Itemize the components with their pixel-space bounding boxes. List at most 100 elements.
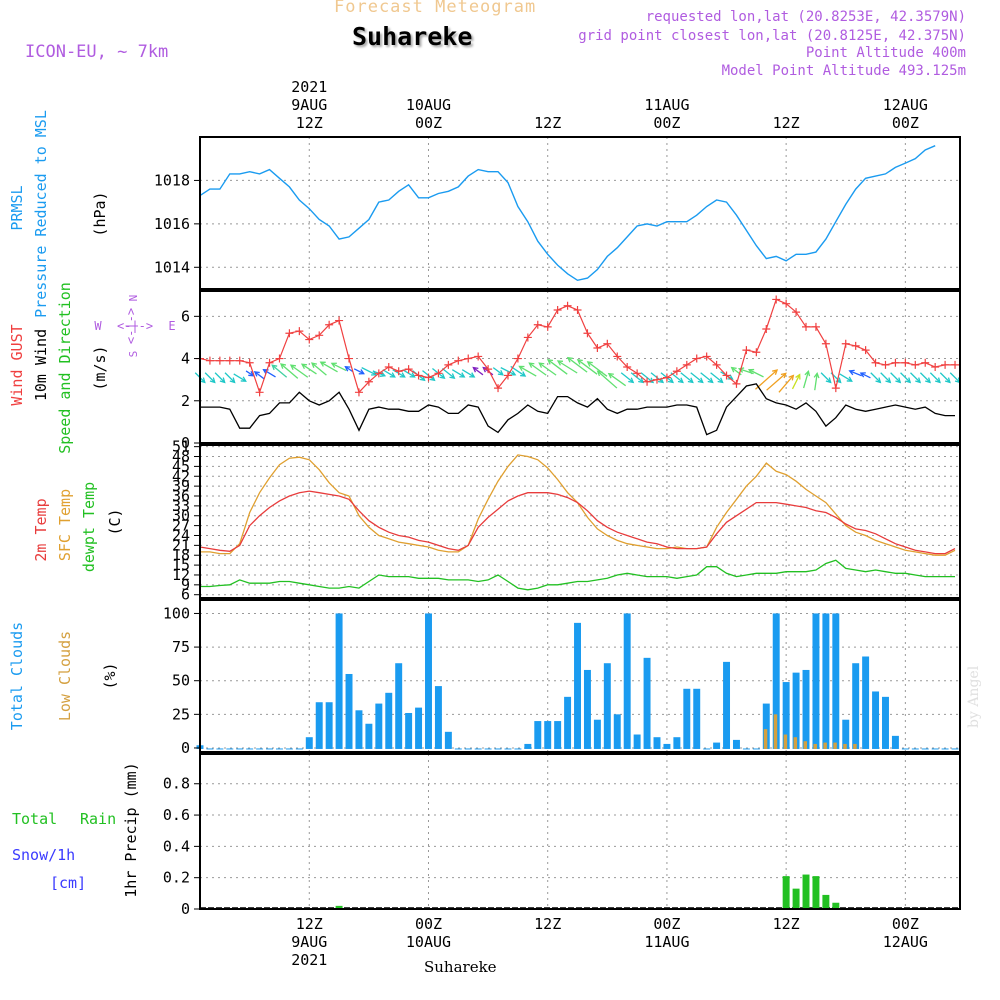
total-cloud-bar	[355, 710, 363, 749]
wind-arrow-head	[518, 365, 525, 372]
wind-gust-marker	[424, 373, 433, 382]
total-cloud-bar	[713, 742, 721, 749]
wind-direction-arrow	[910, 372, 921, 383]
total-cloud-bar	[842, 719, 850, 749]
wind-arrow-head	[566, 356, 573, 363]
wind-gust-marker	[613, 352, 622, 361]
precip-units: 1hr Precip (mm)	[122, 762, 140, 897]
wind-direction-arrow	[755, 369, 778, 390]
wind-arrow-head	[780, 372, 787, 379]
y-tick-label: 30	[172, 507, 190, 525]
y-tick-label: 2	[181, 392, 190, 410]
total-cloud-bar	[772, 613, 780, 749]
wind-arrow-head	[944, 377, 951, 384]
y-tick-label: 0	[181, 739, 190, 757]
bottom-time-label: 12Z	[534, 915, 561, 933]
wind-direction-arrow	[791, 374, 801, 390]
total-cloud-bar	[524, 743, 532, 749]
wind-gust-marker	[821, 339, 830, 348]
wind-direction-arrow	[839, 373, 853, 382]
wind-direction-arrow	[402, 369, 415, 378]
wind-direction-arrow	[849, 370, 862, 377]
wind-arrow-head	[556, 360, 564, 366]
low-cloud-bar	[763, 729, 768, 749]
y-tick-label: 15	[172, 556, 190, 574]
location-title: Suhareke	[352, 22, 473, 51]
wind-direction-arrow	[382, 369, 396, 378]
wind-arrow-head	[788, 374, 795, 381]
wind-arrow-head	[199, 377, 206, 384]
total-cloud-bar	[663, 743, 671, 749]
wind-gust-marker	[384, 363, 393, 371]
footer-location: Suhareke	[424, 958, 497, 976]
rain-bar	[782, 876, 790, 909]
wind-arrow-head	[469, 372, 476, 378]
wind-arrow-head	[707, 377, 714, 384]
clouds-units: (%)	[101, 662, 119, 689]
total-cloud-bar	[365, 723, 373, 749]
wind-gust-label: Wind GUST	[8, 324, 26, 405]
y-tick-label: 51	[172, 438, 190, 456]
wind-gust-marker	[911, 360, 920, 369]
panel-frame-temperature	[199, 444, 961, 599]
wind-gust-marker	[881, 360, 890, 369]
wind-direction-arrow	[820, 372, 832, 383]
wind-direction-arrow	[870, 372, 881, 383]
y-tick-label: 25	[172, 705, 190, 723]
total-cloud-bar	[643, 657, 651, 749]
forecast-meteogram-title: Forecast Meteogram	[334, 0, 537, 17]
total-cloud-bar	[325, 702, 333, 749]
rain-bar	[822, 894, 830, 909]
wind-direction-arrow	[510, 365, 526, 377]
clouds-total-label: Total Clouds	[8, 622, 26, 730]
total-cloud-bar	[613, 714, 621, 749]
wind-gust-marker	[662, 373, 671, 382]
wind-gust-marker	[474, 352, 483, 361]
wind-arrow-head	[846, 376, 853, 382]
temp-2m-label: 2m Temp	[32, 498, 50, 561]
wind-arrow-head	[472, 366, 479, 373]
temp-sfc-label: SFC Temp	[56, 489, 74, 561]
wind-direction-arrow	[860, 372, 871, 379]
pressure-line	[199, 145, 936, 282]
bottom-time-label: 10AUG	[406, 933, 451, 951]
data-layer	[194, 145, 961, 909]
top-time-label: 00Z	[653, 114, 680, 132]
wind-gust-marker	[345, 354, 354, 363]
wind-arrow-head	[330, 362, 337, 368]
requested-coords: requested lon,lat (20.8253E, 42.3579N)	[645, 9, 966, 25]
y-tick-label: 42	[172, 467, 190, 485]
pressure-label-msl: Pressure Reduced to MSL	[32, 110, 50, 318]
wind-arrow-head	[772, 369, 779, 375]
wind-arrow-head	[300, 363, 308, 370]
total-cloud-bar	[872, 691, 880, 749]
total-cloud-bar	[792, 672, 800, 749]
total-cloud-bar	[822, 613, 830, 749]
dewpoint-line	[200, 559, 955, 591]
y-tick-label: 0	[181, 900, 190, 918]
temp-units: (C)	[106, 508, 124, 535]
top-time-label: 12Z	[296, 114, 323, 132]
wind-gust-marker	[245, 358, 254, 367]
wind-gust-marker	[225, 356, 234, 365]
wind-direction-arrow	[890, 372, 901, 383]
y-tick-label: 1014	[154, 258, 190, 276]
wind-arrow-head	[389, 372, 396, 378]
wind-direction-arrow	[311, 362, 327, 376]
top-time-label: 12Z	[773, 114, 800, 132]
total-cloud-bar	[732, 739, 740, 749]
wind-direction-arrow	[345, 366, 353, 373]
total-cloud-bar	[633, 734, 641, 749]
wind-gust-marker	[335, 316, 344, 325]
wind-gust-marker	[295, 327, 304, 336]
total-cloud-bar	[762, 703, 770, 749]
wind-gust-marker	[652, 375, 661, 384]
top-time-label: 00Z	[415, 114, 442, 132]
low-cloud-bar	[853, 743, 857, 749]
y-tick-label: 24	[172, 526, 190, 544]
wind-arrow-head	[727, 374, 734, 380]
wind-direction-arrow	[620, 372, 634, 383]
top-time-label: 10AUG	[406, 96, 451, 114]
wind-gust-marker	[633, 369, 642, 378]
